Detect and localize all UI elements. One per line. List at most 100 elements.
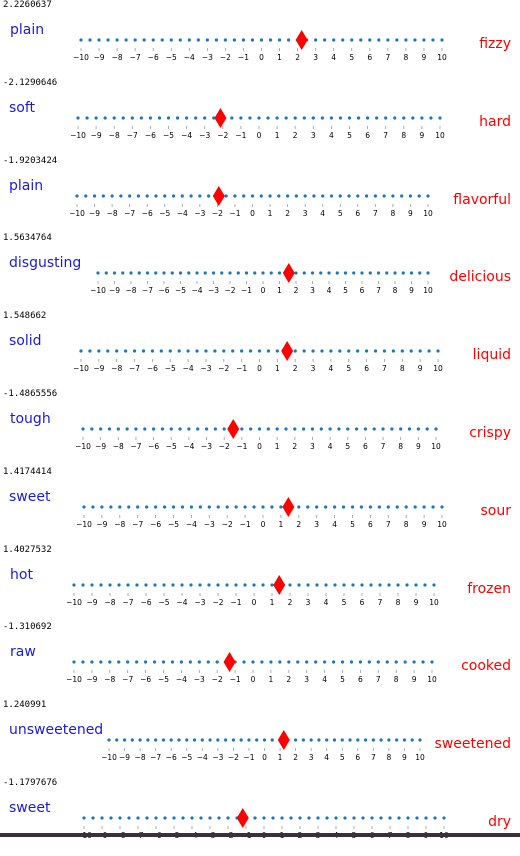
right-pole-label: sour — [480, 503, 512, 519]
tick-label: 7 — [371, 753, 376, 762]
scale-dot — [119, 194, 123, 198]
tick-label: −7 — [122, 598, 133, 607]
tick-label: 8 — [404, 520, 409, 529]
scale-dot — [208, 816, 212, 820]
tick-label: −10 — [73, 53, 89, 62]
scale-dot — [277, 194, 281, 198]
scale-dot — [106, 349, 110, 353]
tick-label: −7 — [129, 364, 140, 373]
scale-dot — [306, 505, 310, 509]
tick-label: −5 — [168, 520, 179, 529]
value-marker — [282, 497, 295, 517]
scale-dot — [302, 116, 306, 120]
scale-dot — [230, 116, 234, 120]
scale-dot — [298, 816, 302, 820]
tick-label: 3 — [311, 131, 316, 140]
scale-dot — [234, 505, 238, 509]
right-pole-label: liquid — [472, 347, 511, 363]
scale-dot — [160, 427, 165, 431]
scale-dot — [212, 116, 216, 120]
scale-dot — [257, 427, 262, 431]
scale-dot — [368, 505, 372, 509]
scale-dot — [162, 505, 167, 509]
scale-dot — [404, 38, 408, 42]
scale-dot — [348, 738, 352, 742]
tick-label: 9 — [416, 442, 421, 451]
scale-dot — [127, 816, 131, 820]
scale-dot — [101, 194, 105, 198]
value-marker — [273, 575, 286, 595]
scale-dot — [369, 583, 373, 587]
scale-dot — [261, 505, 265, 509]
tick-label: 9 — [402, 753, 407, 762]
scale-dot — [169, 427, 173, 431]
tick-label: −10 — [101, 753, 117, 762]
scale-dot — [333, 505, 337, 509]
scale-dot — [329, 349, 333, 353]
scale-dot — [88, 349, 92, 353]
tick-label: 3 — [306, 598, 311, 607]
scale-dot — [266, 349, 271, 353]
scale-dot — [438, 116, 442, 120]
scale-dot — [242, 194, 246, 198]
score-value: 2.2260637 — [3, 0, 52, 10]
tick-label: −10 — [75, 442, 91, 451]
tick-label: −2 — [212, 675, 223, 684]
scale-dot — [360, 271, 364, 275]
tick-label: −2 — [220, 53, 231, 62]
scale-dot — [104, 271, 108, 275]
tick-label: 6 — [355, 753, 360, 762]
scale-dot — [396, 583, 400, 587]
scale-dot — [162, 583, 166, 587]
scale-dot — [252, 583, 256, 587]
scale-row: -2.1290646 soft hard −10 −9 −8 −7 −6 −5 −4 −3 −2 −1 0… — [0, 78, 520, 156]
scale-dot — [118, 816, 122, 820]
scale-dot — [397, 816, 401, 820]
scale-dot — [224, 738, 228, 742]
tick-label: 4 — [327, 286, 332, 295]
scale-dot — [311, 116, 315, 120]
right-pole-label: fizzy — [479, 36, 511, 52]
scale-dot — [115, 38, 119, 42]
scale-dot — [420, 116, 424, 120]
scale-dot — [307, 816, 311, 820]
tick-label: −5 — [175, 286, 186, 295]
left-pole-label: raw — [10, 644, 36, 660]
scale-dot — [314, 660, 318, 664]
tick-label: 0 — [250, 209, 255, 218]
tick-label: −3 — [201, 442, 212, 451]
scale-dot — [169, 38, 173, 42]
scale-dot — [171, 583, 175, 587]
scale-dot — [421, 660, 425, 664]
scale-dot — [391, 349, 395, 353]
scale-dot — [99, 660, 103, 664]
tick-label: −5 — [158, 675, 169, 684]
scale-dot — [261, 271, 265, 275]
scale-dot — [332, 738, 337, 742]
scale-dot — [337, 427, 341, 431]
tick-label: −1 — [229, 209, 240, 218]
scale-dot — [418, 349, 422, 353]
scale-dot — [440, 505, 444, 509]
scale-dot — [199, 816, 203, 820]
scale-dot — [377, 38, 381, 42]
scale-dot — [163, 194, 167, 198]
scale-dot — [275, 427, 279, 431]
tick-label: −10 — [70, 131, 86, 140]
scale-dot — [341, 505, 346, 509]
scale-dot — [356, 194, 360, 198]
scale-dot — [100, 505, 104, 509]
scale-row: 1.4174414 sweet sour −10 −9 −8 −7 −6 −5 −4 −3 −2 −1 0… — [0, 467, 520, 545]
scale-dot — [208, 738, 212, 742]
scale-dot — [108, 660, 112, 664]
scale-dot — [275, 116, 279, 120]
scale-dot — [248, 116, 252, 120]
tick-label: 8 — [398, 442, 403, 451]
scale-dot — [341, 38, 345, 42]
scale-dot — [190, 816, 194, 820]
scale-dot — [412, 660, 416, 664]
scale-row: 1.4027532 hot frozen −10 −9 −8 −7 −6 −5 −4 −3 −2 −1 0… — [0, 545, 520, 623]
scale-dot — [154, 271, 158, 275]
